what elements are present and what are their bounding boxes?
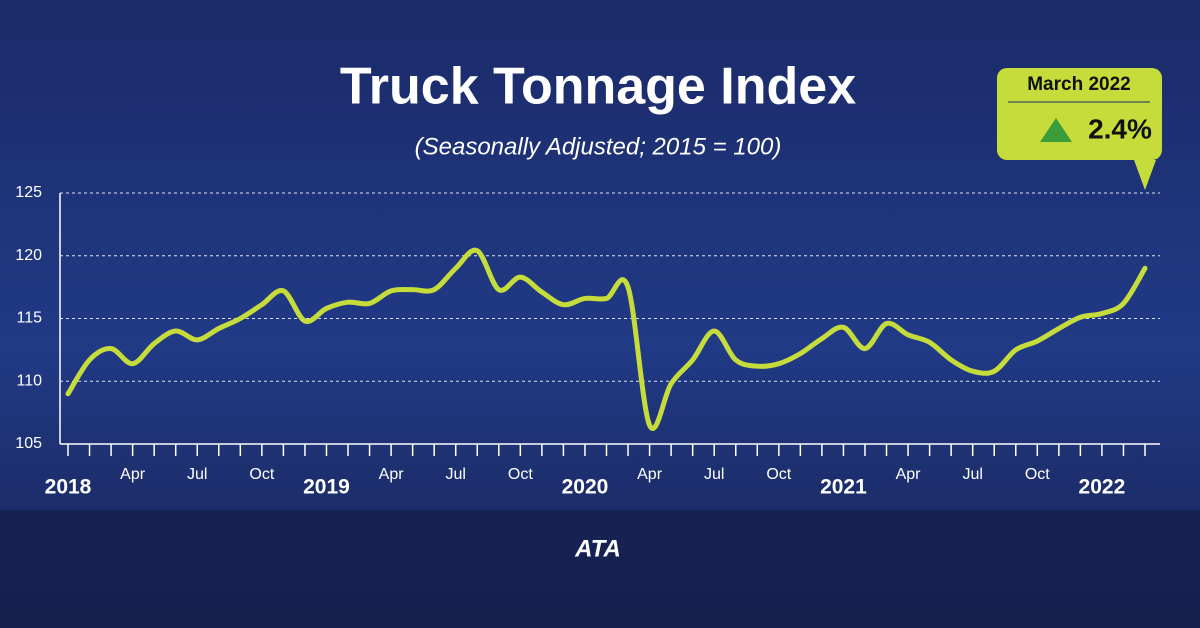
callout-period: March 2022 [1027,74,1131,95]
y-tick-label: 115 [16,310,42,327]
callout-change: 2.4% [1088,113,1152,144]
x-tick-label: Oct [508,466,533,483]
x-tick-label: Oct [1025,466,1050,483]
logo: ATA [574,535,621,562]
x-tick-label: 2020 [562,476,609,499]
x-tick-label: 2019 [303,476,350,499]
x-tick-label: Jul [445,466,465,483]
up-arrow [1040,118,1072,142]
x-tick-label: Jul [962,466,982,483]
x-tick-label: Oct [249,466,274,483]
chart-subtitle: (Seasonally Adjusted; 2015 = 100) [415,133,782,160]
x-tick-label: Apr [379,466,405,483]
y-tick-label: 105 [15,435,42,452]
x-tick-label: Apr [896,466,922,483]
y-tick-label: 110 [16,372,42,389]
x-tick-label: 2021 [820,476,867,499]
data-line [65,247,1148,431]
callout: March 2022 2.4% [997,68,1162,190]
x-tick-label: 2018 [45,476,92,499]
x-tick-label: Apr [120,466,146,483]
callout-box [997,68,1162,190]
x-tick-label: Jul [187,466,207,483]
y-tick-label: 125 [15,184,42,201]
x-tick-label: 2022 [1079,476,1126,499]
road [0,510,1200,628]
chart-title: Truck Tonnage Index [340,58,856,116]
x-tick-label: Apr [637,466,663,483]
x-tick-label: Oct [766,466,791,483]
y-tick-label: 120 [15,247,42,264]
x-tick-label: Jul [704,466,724,483]
